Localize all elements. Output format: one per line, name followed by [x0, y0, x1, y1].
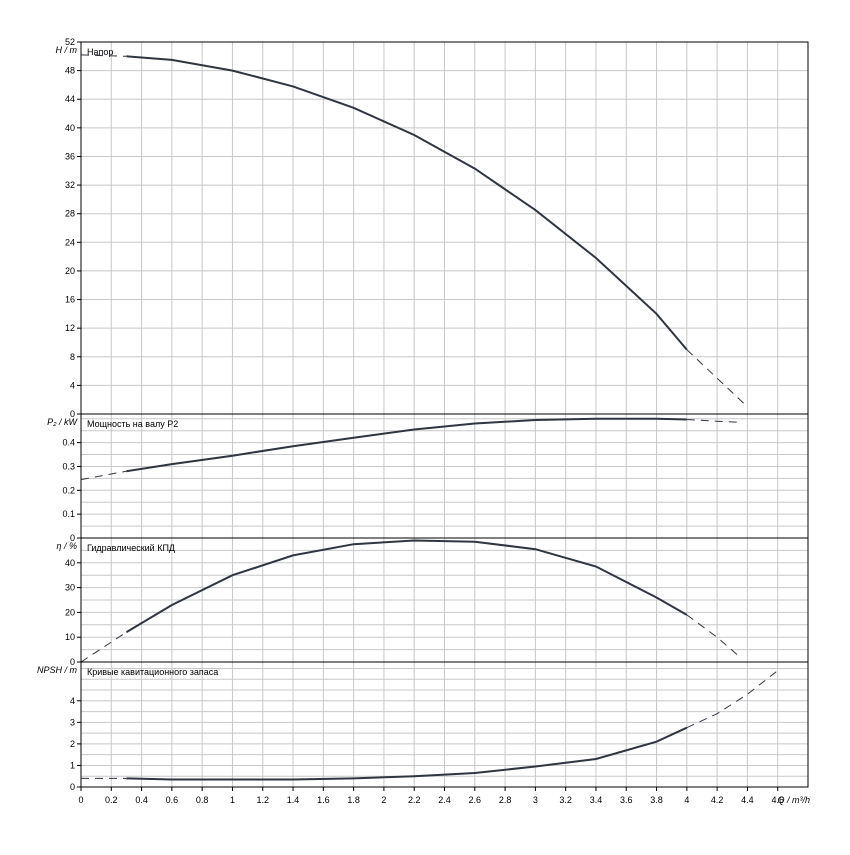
y-tick-label: 30	[65, 583, 75, 593]
head-curve-dashed-start	[80, 54, 127, 57]
y-tick-label: 1	[70, 760, 75, 770]
y-tick-label: 4	[70, 696, 75, 706]
y-tick-label: 0.1	[62, 509, 75, 519]
y-tick-label: 44	[65, 94, 75, 104]
y-tick-label: 52	[65, 37, 75, 47]
x-tick-label: 2.2	[408, 795, 421, 805]
y-tick-label: 40	[65, 558, 75, 568]
x-tick-label: 4.6	[771, 795, 784, 805]
y-tick-label: 20	[65, 607, 75, 617]
y-tick-label: 0.4	[62, 438, 75, 448]
y-tick-label: 28	[65, 209, 75, 219]
y-tick-label: 4	[70, 380, 75, 390]
npsh-curve	[126, 726, 688, 781]
y-tick-label: 0.2	[62, 485, 75, 495]
x-tick-label: 0.8	[196, 795, 209, 805]
x-axis-label: Q / m³/h	[777, 795, 810, 805]
x-tick-label: 3	[533, 795, 538, 805]
y-tick-label: 0	[70, 533, 75, 543]
efficiency-curve	[125, 539, 688, 634]
y-tick-label: 36	[65, 151, 75, 161]
x-tick-label: 0.2	[105, 795, 118, 805]
panel-title: Кривые кавитационного запаса	[87, 667, 218, 677]
x-tick-label: 1.4	[287, 795, 300, 805]
y-axis-label: H / m	[56, 45, 78, 55]
y-tick-label: 20	[65, 266, 75, 276]
x-tick-label: 3.6	[620, 795, 633, 805]
panel-title: Мощность на валу P2	[87, 419, 178, 429]
y-tick-label: 0	[70, 782, 75, 792]
x-tick-label: 0.6	[166, 795, 179, 805]
x-tick-label: 1	[230, 795, 235, 805]
x-tick-label: 3.2	[559, 795, 572, 805]
panel-title: Гидравлический КПД	[87, 543, 175, 553]
x-tick-label: 1.6	[317, 795, 330, 805]
y-axis-label: η / %	[56, 541, 77, 551]
x-tick-label: 4.2	[711, 795, 724, 805]
x-tick-label: 3.8	[650, 795, 663, 805]
y-tick-label: 2	[70, 739, 75, 749]
y-tick-label: 3	[70, 717, 75, 727]
y-tick-label: 0	[70, 409, 75, 419]
x-tick-label: 2.8	[499, 795, 512, 805]
y-tick-label: 48	[65, 66, 75, 76]
y-axis-label: NPSH / m	[37, 665, 78, 675]
y-tick-label: 8	[70, 352, 75, 362]
x-tick-label: 2.4	[438, 795, 451, 805]
y-tick-label: 32	[65, 180, 75, 190]
panel-title: Напор	[87, 47, 113, 57]
x-tick-label: 1.8	[347, 795, 360, 805]
head-curve	[126, 55, 688, 351]
power-curve	[126, 417, 687, 473]
x-tick-label: 2	[381, 795, 386, 805]
x-tick-label: 3.4	[590, 795, 603, 805]
y-tick-label: 12	[65, 323, 75, 333]
x-tick-label: 0.4	[135, 795, 148, 805]
power-curve-dashed-end	[686, 419, 740, 423]
y-tick-label: 24	[65, 237, 75, 247]
power-curve-dashed-start	[80, 470, 127, 481]
x-tick-label: 2.6	[469, 795, 482, 805]
x-tick-label: 4.4	[741, 795, 754, 805]
npsh-curve-dashed-end	[686, 670, 779, 729]
y-tick-label: 40	[65, 123, 75, 133]
y-tick-label: 10	[65, 632, 75, 642]
y-tick-label: 0	[70, 657, 75, 667]
y-axis-label: P₂ / kW	[47, 417, 78, 427]
y-tick-label: 0.3	[62, 461, 75, 471]
x-tick-label: 0	[78, 795, 83, 805]
x-tick-label: 1.2	[256, 795, 269, 805]
efficiency-curve-dashed-start	[80, 631, 127, 663]
x-tick-label: 4	[684, 795, 689, 805]
y-tick-label: 16	[65, 295, 75, 305]
efficiency-curve-dashed-end	[686, 614, 741, 658]
